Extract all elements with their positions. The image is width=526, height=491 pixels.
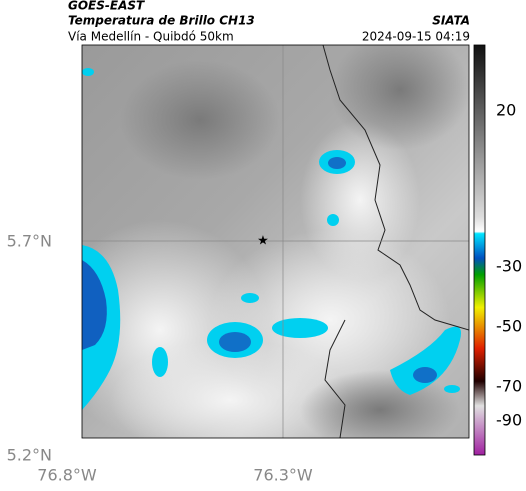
colorbar-tick: 20 [496,101,516,120]
map-area [82,45,469,438]
colorbar [473,44,486,456]
colorbar-tick: -90 [496,411,522,430]
cold-cloud-blobs [82,68,461,410]
datetime: 2024-09-15 04:19 [362,30,470,44]
map-frame [81,44,470,439]
org: SIATA [432,14,470,28]
colorbar-tick: -50 [496,317,522,336]
colorbar-tick: -30 [496,257,522,276]
source: GOES-EAST [68,0,145,13]
colorbar-tick: -70 [496,377,522,396]
colorbar-ticks: 20 -30 -50 -70 -90 [496,101,522,430]
lon-label: 76.3°W [253,466,313,485]
lon-label: 76.8°W [37,466,97,485]
lat-label: 5.7°N [7,232,52,251]
subtitle: Vía Medellín - Quibdó 50km [68,30,234,44]
station-marker: ★ [257,234,269,249]
title: Temperatura de Brillo CH13 [68,14,255,28]
border [324,319,346,438]
border [322,45,469,331]
lat-label: 5.2°N [7,446,52,465]
